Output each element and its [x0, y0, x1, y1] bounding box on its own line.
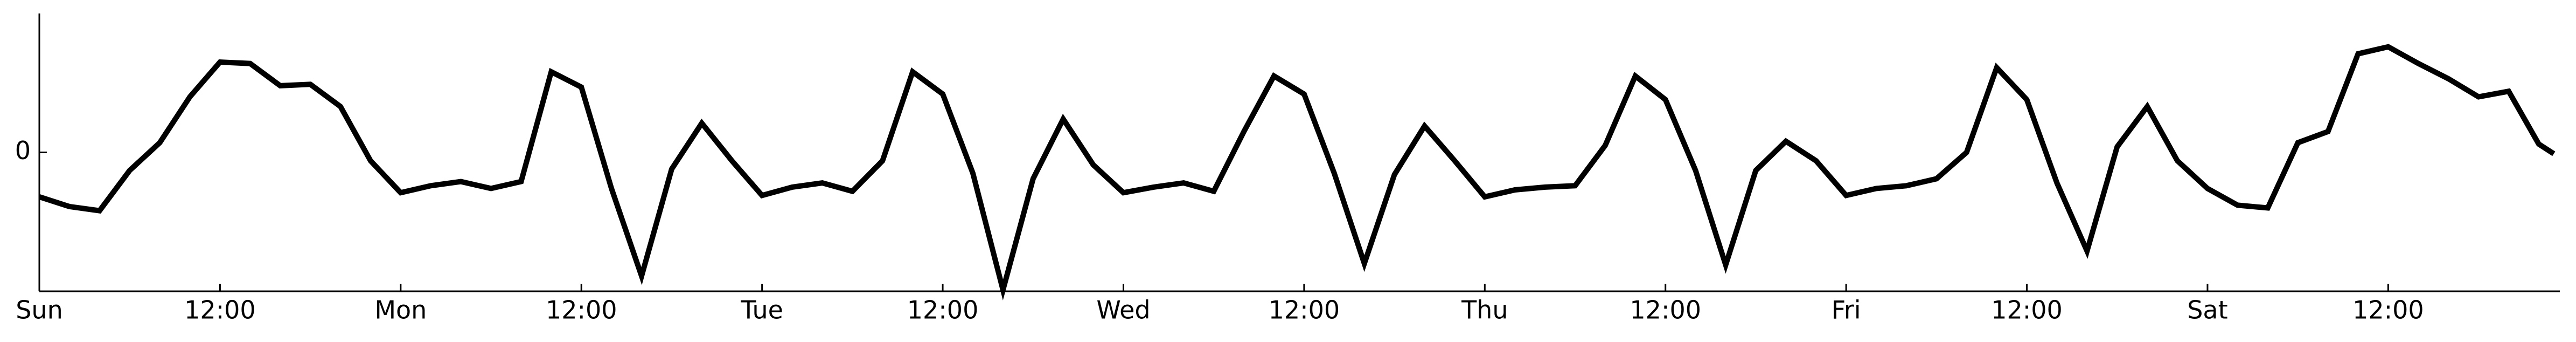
x-tick-label: Wed	[1096, 296, 1150, 325]
x-tick-label: Sun	[16, 296, 63, 325]
x-tick-label: Fri	[1832, 296, 1861, 325]
x-tick-label: 12:00	[907, 296, 979, 325]
x-tick-label: Thu	[1461, 296, 1508, 325]
x-tick-label: Mon	[374, 296, 427, 325]
x-tick-label: 12:00	[184, 296, 256, 325]
x-tick-label: Sat	[2187, 296, 2227, 325]
y-tick-label: 0	[15, 136, 31, 165]
data-line	[38, 44, 2556, 300]
x-tick-label: 12:00	[2352, 296, 2424, 325]
x-tick-label: 12:00	[1991, 296, 2063, 325]
x-tick-label: 12:00	[1630, 296, 1701, 325]
x-tick-label: Tue	[740, 296, 783, 325]
x-tick-label: 12:00	[546, 296, 617, 325]
x-tick-label: 12:00	[1269, 296, 1340, 325]
